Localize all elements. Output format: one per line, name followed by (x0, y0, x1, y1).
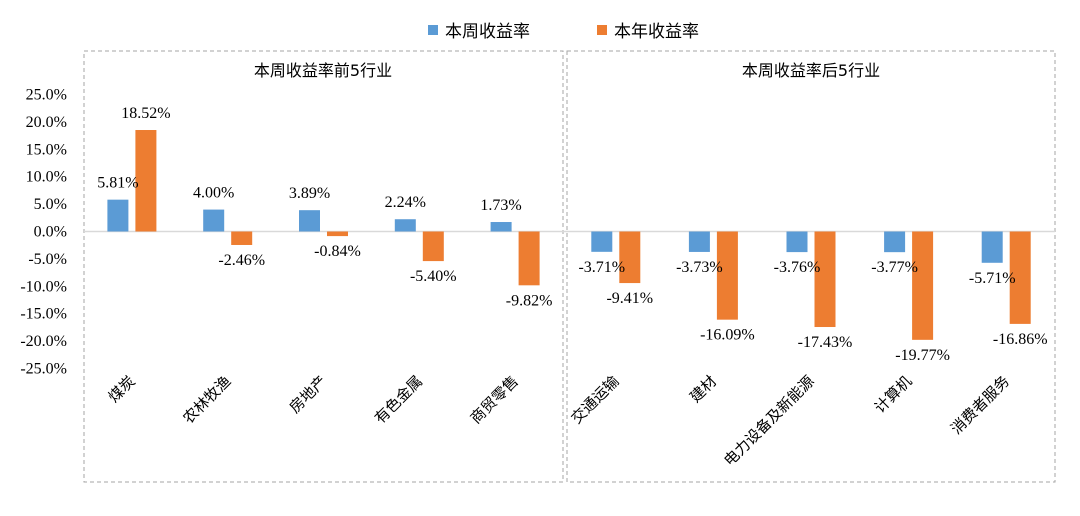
y-tick-label: 0.0% (34, 224, 67, 241)
y-tick-label: 5.0% (34, 196, 67, 213)
data-label-yearly: 18.52% (121, 105, 170, 122)
bar-yearly (422, 231, 444, 262)
y-tick-label: 20.0% (26, 114, 67, 131)
data-label-yearly: -5.40% (410, 268, 457, 285)
category-label: 煤炭 (105, 372, 139, 406)
bar-weekly (981, 231, 1003, 263)
data-label-weekly: 4.00% (193, 185, 234, 202)
panel-bottom5-frame (566, 50, 1056, 483)
data-label-weekly: -3.71% (578, 259, 625, 276)
bar-yearly (814, 231, 836, 328)
panel-top5-frame (83, 50, 564, 483)
bar-yearly (912, 231, 934, 340)
category-label: 有色金属 (371, 372, 426, 427)
bar-yearly (135, 130, 157, 232)
category-label: 交通运输 (567, 372, 622, 427)
data-label-weekly: 3.89% (289, 185, 330, 202)
bar-yearly (1009, 231, 1031, 324)
bar-weekly (299, 210, 320, 232)
category-labels: 煤炭 农林牧渔 房地产 有色金属 商贸零售 交通运输 建材 电力设备及新能源 计算机 消费者服务 (105, 372, 1013, 470)
bar-yearly (518, 231, 540, 286)
bar-yearly (716, 231, 738, 320)
data-labels: 5.81% 18.52% 4.00% -2.46% 3.89% -0.84% 2.24% -5… (97, 105, 1047, 364)
y-tick-label: -20.0% (20, 333, 67, 350)
y-tick-label: 10.0% (26, 169, 67, 186)
data-label-weekly: -5.71% (969, 270, 1016, 287)
y-tick-label: 15.0% (26, 141, 67, 158)
legend-label-yearly: 本年收益率 (614, 22, 699, 42)
data-label-weekly: 2.24% (385, 194, 426, 211)
legend-swatch-yearly (597, 25, 607, 35)
panel-top5-title: 本周收益率前5行业 (254, 61, 392, 80)
y-tick-label: -15.0% (20, 306, 67, 323)
data-label-yearly: -0.84% (314, 243, 361, 260)
category-label: 房地产 (286, 372, 331, 417)
data-label-weekly: -3.73% (676, 259, 723, 276)
category-label: 计算机 (871, 372, 916, 417)
data-label-yearly: -17.43% (798, 334, 853, 351)
bar-weekly (688, 231, 710, 252)
y-tick-label: -5.0% (28, 251, 67, 268)
bar-weekly (884, 231, 906, 253)
data-label-weekly: -3.76% (774, 259, 821, 276)
data-label-weekly: 5.81% (97, 175, 138, 192)
bar-weekly (107, 199, 129, 232)
bar-weekly (591, 231, 613, 252)
bar-weekly (394, 219, 416, 232)
data-label-yearly: -16.09% (700, 327, 755, 344)
category-label: 电力设备及新能源 (720, 372, 818, 470)
legend: 本周收益率 本年收益率 (428, 22, 699, 42)
data-label-yearly: -19.77% (895, 347, 950, 364)
bar-weekly (203, 209, 225, 232)
data-label-weekly: 1.73% (480, 197, 521, 214)
legend-swatch-weekly (428, 25, 438, 35)
data-label-yearly: -2.46% (218, 252, 265, 269)
data-label-yearly: -9.41% (606, 290, 653, 307)
bar-yearly (619, 231, 641, 284)
data-label-yearly: -9.82% (506, 292, 553, 309)
bar-weekly (490, 222, 512, 232)
y-axis: 25.0% 20.0% 15.0% 10.0% 5.0% 0.0% -5.0% -10.0% -… (20, 87, 67, 378)
bar-weekly (786, 231, 808, 253)
category-label: 消费者服务 (947, 372, 1013, 438)
y-tick-label: -25.0% (20, 361, 67, 378)
y-tick-label: -10.0% (20, 278, 67, 295)
panel-bottom5-title: 本周收益率后5行业 (742, 61, 880, 80)
legend-label-weekly: 本周收益率 (445, 22, 530, 42)
category-label: 农林牧渔 (179, 372, 234, 427)
data-label-weekly: -3.77% (871, 259, 918, 276)
category-label: 商贸零售 (467, 372, 522, 427)
bars (107, 130, 1031, 340)
bar-yearly (231, 231, 253, 245)
y-tick-label: 25.0% (26, 87, 67, 104)
bar-yearly (327, 231, 348, 237)
data-label-yearly: -16.86% (993, 331, 1048, 348)
category-label: 建材 (686, 372, 720, 406)
